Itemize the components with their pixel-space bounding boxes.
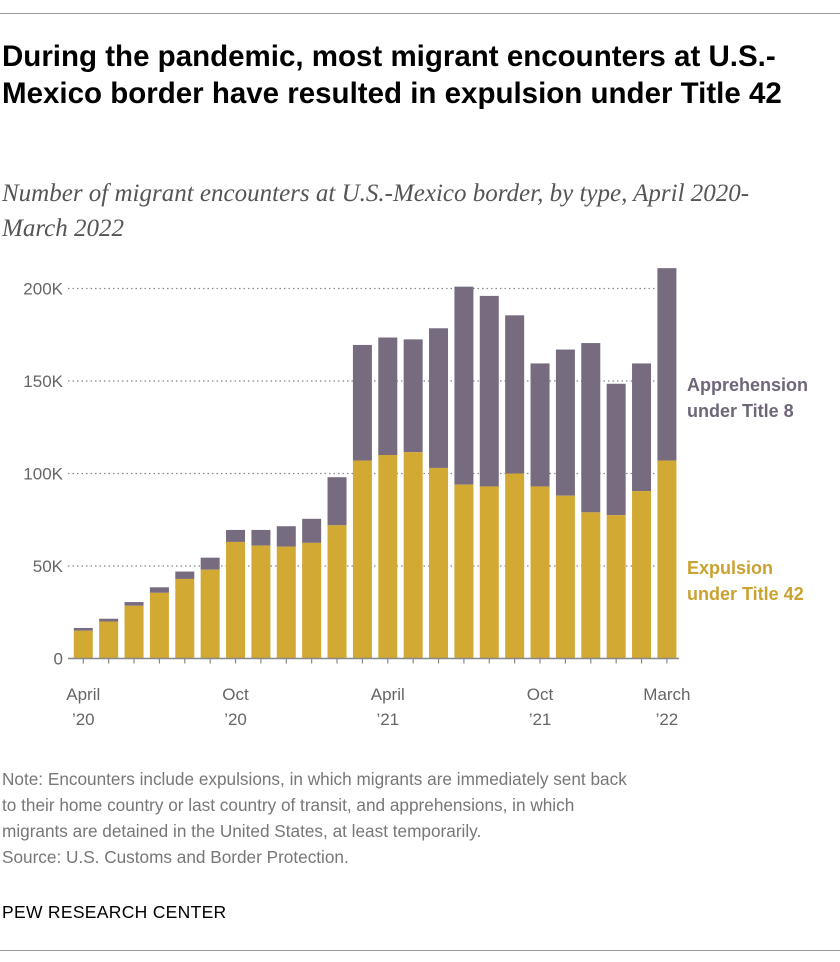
legend-label-expulsion: Expulsion under Title 42 (687, 558, 804, 604)
chart-subtitle: Number of migrant encounters at U.S.-Mex… (2, 180, 750, 242)
bar-expulsion (657, 460, 677, 659)
bar-expulsion (530, 486, 550, 659)
bar-expulsion (429, 467, 449, 659)
legend-label-line: Apprehension (687, 375, 808, 395)
bar-expulsion (99, 621, 119, 659)
bars (73, 268, 677, 659)
bar-apprehension (302, 518, 322, 543)
bottom-rule (0, 950, 840, 951)
bar-expulsion (251, 545, 271, 659)
bar-expulsion (73, 630, 93, 659)
x-tick-label: April ’21 (371, 685, 405, 729)
bar-expulsion (149, 592, 169, 659)
bar-apprehension (73, 627, 93, 631)
bar-expulsion (505, 473, 525, 659)
legend-label-apprehension: Apprehension under Title 8 (687, 375, 808, 421)
bar-apprehension (327, 477, 347, 526)
legend: Apprehension under Title 8 Expulsion under … (687, 375, 808, 604)
y-axis-tick-labels: 0 50K 100K 150K 200K (23, 280, 63, 669)
x-tick-label-line: April (371, 685, 405, 704)
bar-expulsion (632, 491, 652, 659)
x-tick-label-line: Oct (527, 685, 554, 704)
legend-label-line: under Title 42 (687, 584, 804, 604)
x-tick-label-line: March (643, 685, 690, 704)
x-tick-label-line: Oct (222, 685, 249, 704)
bar-expulsion (175, 578, 195, 659)
bar-expulsion (124, 605, 144, 659)
bar-expulsion (454, 484, 474, 659)
x-tick-label-line: ’22 (656, 710, 679, 729)
note-line: migrants are detained in the United Stat… (2, 821, 482, 841)
x-tick-label-line: ’20 (224, 710, 247, 729)
bar-apprehension (352, 344, 372, 461)
legend-label-line: under Title 8 (687, 401, 794, 421)
x-tick-label-line: ’21 (376, 710, 399, 729)
source-line: Source: U.S. Customs and Border Protecti… (2, 847, 349, 867)
bar-expulsion (327, 525, 347, 659)
bar-expulsion (302, 542, 322, 659)
bar-apprehension (555, 349, 575, 496)
x-axis (68, 657, 679, 664)
y-tick-label: 150K (23, 372, 63, 391)
bar-apprehension (505, 315, 525, 474)
bar-apprehension (581, 343, 601, 513)
bar-expulsion (226, 541, 246, 659)
bar-expulsion (403, 452, 423, 659)
bar-apprehension (226, 529, 246, 542)
footer-logo-text: PEW RESEARCH CENTER (2, 902, 227, 922)
x-tick-label: Oct ’20 (222, 685, 249, 729)
bar-expulsion (276, 546, 296, 659)
y-tick-label: 0 (54, 650, 63, 669)
note-line: to their home country or last country of… (2, 795, 575, 815)
bar-apprehension (454, 286, 474, 485)
bar-expulsion (479, 486, 499, 659)
bar-apprehension (479, 295, 499, 487)
x-tick-label-line: ’20 (72, 710, 95, 729)
bar-expulsion (378, 455, 398, 659)
bar-apprehension (606, 383, 626, 516)
bar-expulsion (555, 495, 575, 659)
bar-apprehension (657, 268, 677, 461)
chart-title: During the pandemic, most migrant encoun… (2, 40, 782, 110)
legend-label-line: Expulsion (687, 558, 773, 578)
bar-apprehension (429, 328, 449, 468)
bar-apprehension (251, 529, 271, 546)
x-tick-label-line: ’21 (529, 710, 552, 729)
bar-apprehension (276, 526, 296, 547)
bar-apprehension (530, 363, 550, 487)
bar-apprehension (99, 618, 119, 622)
bar-expulsion (200, 569, 220, 659)
top-rule (0, 13, 840, 14)
note-line: Note: Encounters include expulsions, in … (2, 769, 627, 789)
y-tick-label: 50K (33, 557, 64, 576)
x-tick-label: March ’22 (643, 685, 690, 729)
y-tick-label: 200K (23, 280, 63, 299)
bar-expulsion (352, 460, 372, 659)
x-tick-label: Oct ’21 (527, 685, 554, 729)
bar-expulsion (606, 515, 626, 659)
x-axis-tick-labels: April ’20 Oct ’20 April ’21 Oct ’21 March ’22 (66, 685, 690, 729)
x-tick-label: April ’20 (66, 685, 100, 729)
bar-apprehension (632, 363, 652, 492)
bar-apprehension (200, 557, 220, 570)
bar-apprehension (124, 602, 144, 606)
bar-apprehension (378, 337, 398, 455)
bar-expulsion (581, 512, 601, 659)
bar-apprehension (149, 587, 169, 593)
y-tick-label: 100K (23, 465, 63, 484)
bar-apprehension (403, 339, 423, 453)
bar-apprehension (175, 571, 195, 579)
chart-note: Note: Encounters include expulsions, in … (2, 766, 832, 870)
x-tick-label-line: April (66, 685, 100, 704)
